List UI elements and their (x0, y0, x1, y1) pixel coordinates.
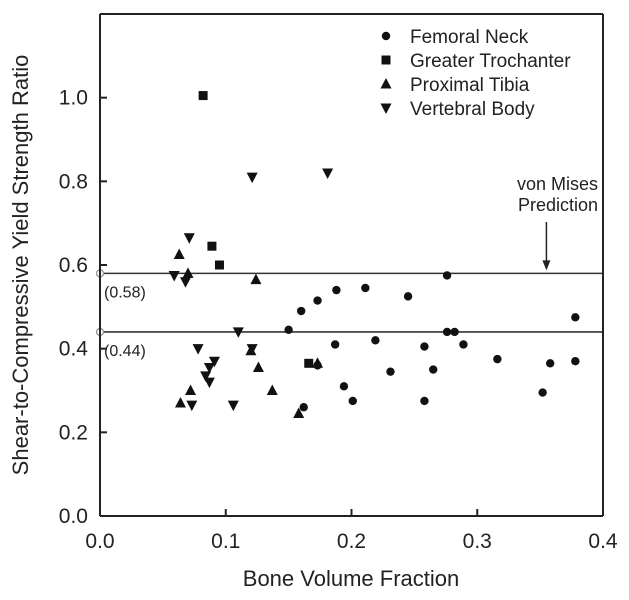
reference-line-label: (0.44) (104, 343, 146, 360)
point-femoral-neck (571, 357, 580, 366)
point-vertebral-body (192, 344, 204, 355)
point-femoral-neck (339, 382, 349, 391)
point-femoral-neck (330, 340, 340, 349)
point-femoral-neck (442, 327, 452, 337)
point-vertebral-body (183, 233, 195, 244)
legend-label: Greater Trochanter (410, 51, 571, 72)
point-femoral-neck (348, 396, 357, 406)
reference-line-label: (0.58) (104, 284, 146, 301)
point-vertebral-body (203, 362, 215, 374)
point-proximal-tibia (293, 407, 305, 419)
point-femoral-neck (493, 354, 502, 364)
x-tick-label: 0.3 (463, 530, 492, 553)
point-femoral-neck (371, 336, 380, 345)
point-femoral-neck (459, 340, 468, 349)
reference-lines: (0.58) (0.44) (95, 269, 603, 360)
x-tick-label: 0.1 (211, 530, 240, 553)
point-greater-trochanter (207, 241, 217, 251)
legend-marker (380, 78, 392, 89)
y-tick-label: 0.6 (59, 254, 88, 277)
x-tick-label: 0.0 (85, 530, 114, 553)
point-proximal-tibia (250, 273, 262, 285)
y-tick-label: 0.2 (59, 421, 88, 444)
point-femoral-neck (429, 365, 438, 374)
y-ticks: 0.0 0.2 0.4 0.6 0.8 1.0 (59, 87, 107, 528)
point-vertebral-body (246, 172, 258, 184)
point-femoral-neck (545, 359, 555, 368)
point-femoral-neck (361, 283, 370, 293)
point-vertebral-body (168, 270, 180, 282)
annotation-arrow-head (542, 260, 551, 271)
point-vertebral-body (186, 400, 198, 412)
point-vertebral-body (227, 400, 239, 412)
legend-marker (380, 103, 392, 114)
point-femoral-neck (299, 403, 308, 412)
annotation-text: von Mises (517, 174, 598, 194)
y-tick-label: 0.4 (59, 338, 89, 361)
point-proximal-tibia (266, 384, 278, 395)
point-femoral-neck (313, 296, 322, 305)
point-femoral-neck (332, 285, 341, 295)
point-femoral-neck (297, 306, 306, 316)
point-proximal-tibia (173, 248, 185, 260)
point-proximal-tibia (252, 361, 264, 372)
point-femoral-neck (420, 342, 429, 351)
point-proximal-tibia (312, 357, 324, 368)
x-tick-label: 0.2 (337, 530, 366, 553)
y-axis-title: Shear-to-Compressive Yield Strength Rati… (8, 55, 33, 476)
point-femoral-neck (284, 325, 293, 335)
point-vertebral-body (180, 277, 192, 288)
legend-marker (381, 31, 391, 41)
point-femoral-neck (538, 388, 547, 397)
point-femoral-neck (403, 292, 413, 301)
point-vertebral-body (322, 168, 334, 179)
point-proximal-tibia (182, 267, 194, 278)
point-greater-trochanter (198, 91, 208, 101)
legend-marker (381, 55, 391, 65)
point-vertebral-body (200, 371, 212, 382)
point-femoral-neck (386, 367, 395, 376)
y-tick-label: 0.8 (59, 170, 88, 193)
point-femoral-neck (420, 396, 429, 406)
point-femoral-neck (450, 327, 459, 337)
y-tick-label: 0.0 (59, 505, 88, 528)
annotation-text: Prediction (518, 195, 598, 215)
point-greater-trochanter (304, 358, 314, 368)
x-ticks: 0.0 0.1 0.2 0.3 0.4 (85, 509, 618, 553)
point-femoral-neck (442, 271, 452, 280)
point-femoral-neck (571, 313, 580, 322)
point-vertebral-body (203, 377, 215, 389)
y-tick-label: 1.0 (59, 87, 88, 110)
data-points (168, 91, 580, 419)
point-proximal-tibia (185, 384, 197, 395)
legend-label: Proximal Tibia (410, 75, 530, 96)
point-vertebral-body (232, 327, 244, 338)
point-vertebral-body (208, 356, 220, 368)
legend-label: Vertebral Body (410, 99, 535, 120)
x-axis-title: Bone Volume Fraction (243, 566, 459, 591)
legend-label: Femoral Neck (410, 27, 529, 48)
point-proximal-tibia (174, 397, 186, 408)
x-tick-label: 0.4 (588, 530, 618, 553)
point-greater-trochanter (214, 260, 224, 270)
legend: Femoral Neck Greater Trochanter Proximal T… (380, 27, 571, 120)
point-vertebral-body (246, 344, 258, 355)
